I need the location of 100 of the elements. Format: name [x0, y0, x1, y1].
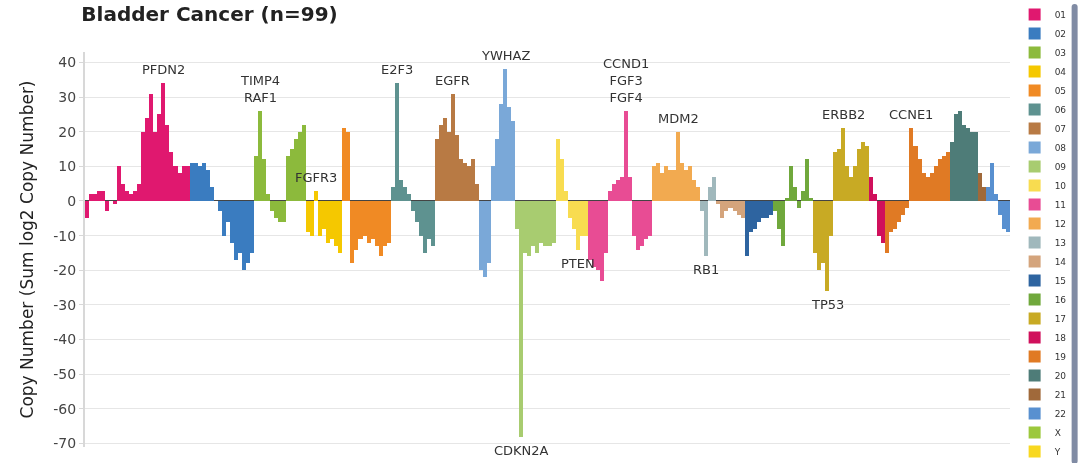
legend-label: Y — [1053, 447, 1061, 458]
bar — [636, 201, 640, 250]
legend-label: 02 — [1054, 29, 1067, 40]
y-tick-label: -60 — [53, 400, 77, 417]
y-tick-label: 30 — [58, 88, 77, 105]
bar — [978, 173, 982, 201]
bar — [346, 132, 350, 201]
bar — [101, 191, 105, 201]
bar — [451, 94, 455, 201]
y-tick-label: -70 — [53, 435, 77, 452]
annotation: CCND1 FGF3 FGF4 — [603, 56, 650, 105]
legend-label: 17 — [1054, 314, 1067, 325]
bar — [612, 184, 616, 201]
legend-label: 12 — [1054, 219, 1067, 230]
bar — [825, 201, 829, 291]
annotation: CDKN2A — [494, 443, 549, 458]
legend-label: 14 — [1054, 257, 1067, 268]
legend-label: 05 — [1054, 86, 1067, 97]
annotation: RB1 — [693, 262, 720, 277]
bar — [805, 159, 809, 201]
bar — [350, 201, 354, 263]
y-tick-label: -30 — [53, 296, 77, 313]
bar — [222, 201, 226, 236]
bar — [676, 132, 680, 201]
bar — [893, 201, 897, 229]
bar — [954, 114, 958, 201]
annotation: CCNE1 — [889, 107, 934, 122]
bar — [306, 201, 310, 232]
bar — [395, 83, 399, 201]
y-tick-label: -10 — [53, 227, 77, 244]
bar — [720, 201, 724, 218]
y-tick-label: -40 — [53, 331, 77, 348]
bar — [543, 201, 548, 246]
bar — [282, 201, 286, 222]
bar — [186, 166, 190, 201]
bar — [556, 139, 560, 201]
annotation: MDM2 — [658, 111, 699, 126]
annotation: YWHAZ — [481, 48, 531, 63]
legend-label: 06 — [1054, 105, 1067, 116]
bar — [338, 201, 342, 253]
bar — [258, 111, 262, 201]
bar — [728, 201, 733, 208]
bar — [387, 201, 391, 243]
annotation: TP53 — [811, 297, 845, 312]
annotation: E2F3 — [381, 62, 414, 77]
bar — [781, 201, 785, 246]
bar — [190, 163, 194, 201]
bar — [600, 201, 604, 281]
y-tick-label: 0 — [67, 192, 77, 209]
y-axis-title: Copy Number (Sum log2 Copy Number) — [17, 80, 38, 419]
bar — [314, 191, 318, 201]
annotation: TIMP4 RAF1 — [240, 73, 281, 105]
legend-label: 18 — [1054, 333, 1067, 344]
bar — [833, 152, 837, 201]
legend-label: 04 — [1054, 67, 1067, 78]
bar — [318, 201, 322, 236]
legend-label: X — [1054, 428, 1061, 439]
bar — [89, 194, 93, 201]
legend-label: 01 — [1054, 10, 1067, 21]
bar — [471, 159, 475, 201]
bar — [310, 201, 314, 236]
legend-label: 21 — [1054, 390, 1067, 401]
bar — [648, 201, 652, 236]
bar — [342, 128, 346, 201]
bar — [869, 177, 873, 201]
legend-label: 03 — [1054, 48, 1067, 59]
annotation: ERBB2 — [822, 107, 866, 122]
annotation: EGFR — [435, 73, 470, 88]
bar — [149, 94, 153, 201]
bar — [753, 201, 757, 229]
annotation: PTEN — [561, 256, 595, 271]
y-tick-label: -50 — [53, 366, 77, 383]
bar — [745, 201, 749, 256]
bar — [105, 201, 109, 211]
legend-label: 08 — [1054, 143, 1067, 154]
bar — [797, 201, 801, 208]
bar — [624, 111, 628, 201]
bar — [423, 201, 427, 253]
bar — [117, 166, 121, 201]
bar — [552, 201, 556, 243]
bar — [841, 128, 845, 201]
legend-label: 10 — [1054, 181, 1067, 192]
bar — [234, 201, 238, 260]
y-tick-label: 10 — [58, 158, 77, 175]
legend-label: 20 — [1054, 371, 1067, 382]
legend-label: 13 — [1054, 238, 1067, 249]
legend-label: 15 — [1054, 276, 1067, 287]
bar — [85, 201, 89, 218]
y-tick-label: 40 — [58, 54, 77, 71]
bar — [789, 166, 793, 201]
bar — [576, 201, 580, 250]
bar — [326, 201, 330, 243]
bar — [519, 201, 523, 437]
bar — [865, 146, 869, 201]
bar — [503, 69, 507, 201]
legend-label: 16 — [1054, 295, 1067, 306]
bar — [652, 166, 656, 201]
bar — [885, 201, 889, 253]
bar — [1002, 201, 1006, 229]
bar — [1006, 201, 1010, 232]
